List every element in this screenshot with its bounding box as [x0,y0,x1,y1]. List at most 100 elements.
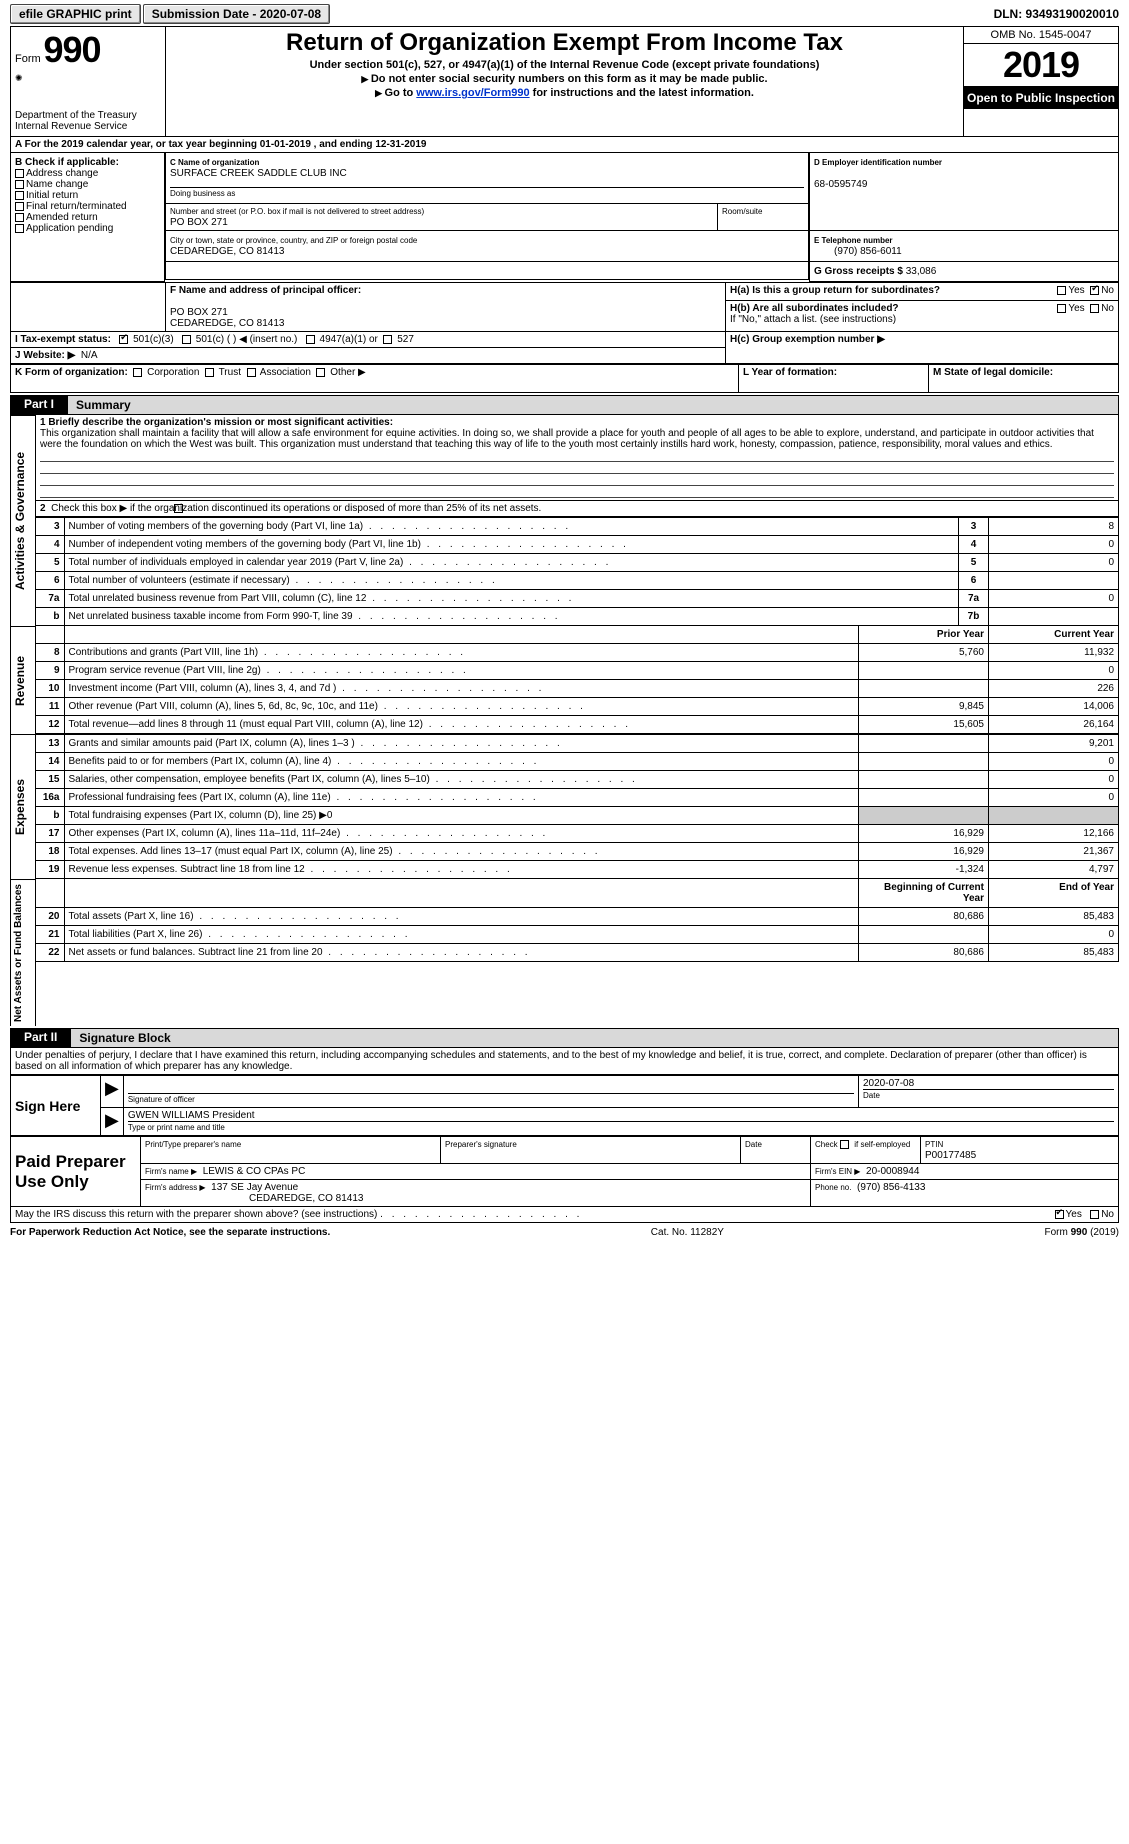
prep-check-label: Check [815,1140,838,1149]
hb-no[interactable] [1090,304,1099,313]
i-501c3[interactable] [119,335,128,344]
may-no[interactable] [1090,1210,1099,1219]
line-py [859,680,989,698]
line-desc: Investment income (Part VIII, column (A)… [64,680,859,698]
k-corp[interactable] [133,368,142,377]
paperwork-notice: For Paperwork Reduction Act Notice, see … [10,1227,330,1238]
ein-value: 68-0595749 [814,179,867,190]
line-val: 8 [989,518,1119,536]
line-desc: Total number of volunteers (estimate if … [64,572,959,590]
ptin-value: P00177485 [925,1150,976,1161]
line-py: 80,686 [859,944,989,962]
m-label: M State of legal domicile: [933,367,1053,378]
line-desc: Benefits paid to or for members (Part IX… [64,753,859,771]
vlabel-activities: Activities & Governance [10,415,36,626]
c-name-label: C Name of organization [170,158,259,167]
line-desc: Salaries, other compensation, employee b… [64,771,859,789]
line-num: 10 [36,680,64,698]
line-cy: 21,367 [989,843,1119,861]
d-ein-label: D Employer identification number [814,158,942,167]
line-val: 0 [989,590,1119,608]
chk-address-change[interactable] [15,169,24,178]
gov-table: 3Number of voting members of the governi… [36,517,1119,626]
chk-application-pending[interactable] [15,224,24,233]
line-cy: 11,932 [989,644,1119,662]
k-trust[interactable] [205,368,214,377]
k-label: K Form of organization: [15,367,128,378]
ha-no[interactable] [1090,286,1099,295]
line-desc: Total expenses. Add lines 13–17 (must eq… [64,843,859,861]
i-opt1: 501(c)(3) [133,334,174,345]
i-label: I Tax-exempt status: [15,334,111,345]
k-assoc[interactable] [247,368,256,377]
line-num: 19 [36,861,64,879]
line-desc: Total fundraising expenses (Part IX, col… [64,807,859,825]
efile-button[interactable]: efile GRAPHIC print [10,4,141,24]
line-code: 3 [959,518,989,536]
k-other[interactable] [316,368,325,377]
k-opt-trust: Trust [219,367,241,378]
g-gross-label: G Gross receipts $ [814,266,903,277]
yes-text: Yes [1068,285,1084,296]
subtitle-2: Do not enter social security numbers on … [174,73,955,85]
form-number: 990 [43,29,100,70]
sign-arrow-1: ▶ [101,1076,124,1108]
line-desc: Net assets or fund balances. Subtract li… [64,944,859,962]
line-num: 21 [36,926,64,944]
addr-value: PO BOX 271 [170,217,228,228]
cat-no: Cat. No. 11282Y [651,1227,724,1238]
line-py [859,753,989,771]
may-yes[interactable] [1055,1210,1064,1219]
i-527[interactable] [383,335,392,344]
line-cy: 0 [989,771,1119,789]
line1-label: 1 Briefly describe the organization's mi… [40,417,393,428]
line-num: 13 [36,735,64,753]
line-cy: 85,483 [989,944,1119,962]
line-val [989,572,1119,590]
website-value: N/A [81,350,98,361]
line-num: 6 [36,572,64,590]
chk-amended-return[interactable] [15,213,24,222]
line-cy: 0 [989,789,1119,807]
exp-table: 13Grants and similar amounts paid (Part … [36,734,1119,879]
foot-form-year: (2019) [1090,1227,1119,1238]
line-py [859,771,989,789]
line-cy: 0 [989,753,1119,771]
chk-name-change[interactable] [15,180,24,189]
line-code: 6 [959,572,989,590]
line-num: 5 [36,554,64,572]
line-py [859,735,989,753]
line-cy: 0 [989,662,1119,680]
line-desc: Total assets (Part X, line 16) [64,908,859,926]
k-opt-other: Other ▶ [330,367,365,378]
line-val [989,608,1119,626]
line-desc: Total liabilities (Part X, line 26) [64,926,859,944]
i-4947[interactable] [306,335,315,344]
firm-phone: (970) 856-4133 [857,1182,925,1193]
chk-initial-return[interactable] [15,191,24,200]
i-501c[interactable] [182,335,191,344]
line2-chk[interactable] [174,504,183,513]
room-label: Room/suite [722,207,762,216]
sig-date-label: Date [863,1091,880,1100]
line-cy: 226 [989,680,1119,698]
part1-title: Summary [68,395,1119,415]
submission-date-button[interactable]: Submission Date - 2020-07-08 [143,4,330,24]
officer-addr2: CEDAREDGE, CO 81413 [170,318,285,329]
hb-yes[interactable] [1057,304,1066,313]
chk-final-return[interactable] [15,202,24,211]
ha-yes[interactable] [1057,286,1066,295]
k-opt-assoc: Association [260,367,311,378]
part2-tag: Part II [10,1028,71,1048]
line-desc: Number of independent voting members of … [64,536,959,554]
line-py: 16,929 [859,843,989,861]
prep-self-employed-chk[interactable] [840,1140,849,1149]
goto-pre: Go to [385,87,417,99]
box-b-label: B Check if applicable: [15,157,119,168]
name-title-label: Type or print name and title [128,1123,225,1132]
form990-link[interactable]: www.irs.gov/Form990 [416,87,529,99]
paid-preparer-label: Paid Preparer Use Only [11,1137,141,1207]
hdr-boy: Beginning of Current Year [859,879,989,908]
line-num: 7a [36,590,64,608]
firm-addr-label: Firm's address ▶ [145,1183,206,1192]
